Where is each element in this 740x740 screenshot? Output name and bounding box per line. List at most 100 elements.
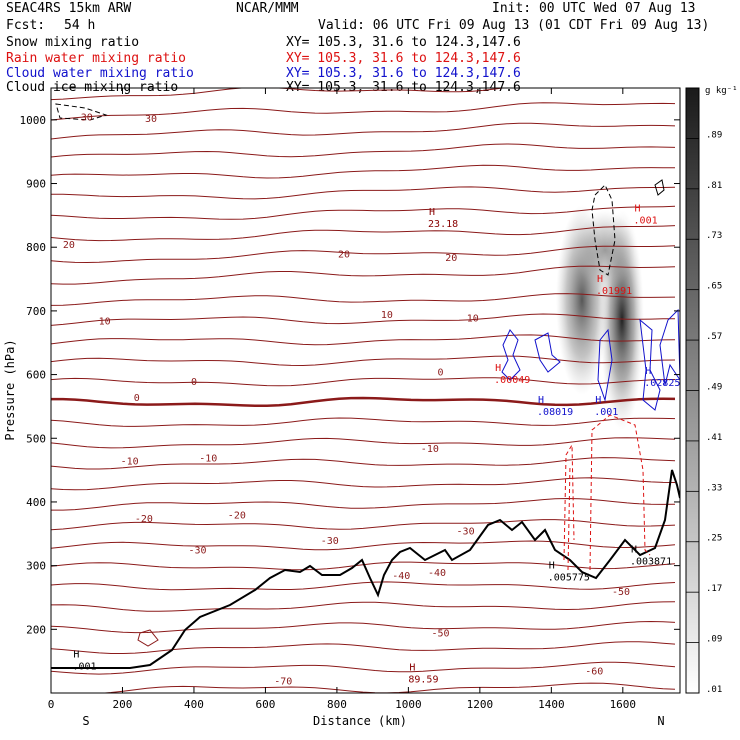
colorbar-label: .09 xyxy=(706,635,722,645)
isotherm-line xyxy=(51,581,676,591)
isotherm-line xyxy=(51,334,676,346)
y-axis-label: Pressure (hPa) xyxy=(3,339,17,440)
maximum-marker: H xyxy=(645,366,651,377)
isotherm-line xyxy=(51,417,676,427)
isotherm-line xyxy=(51,620,676,634)
maximum-value: .003871 xyxy=(630,556,672,567)
colorbar-label: .17 xyxy=(706,584,722,594)
y-tick-label: 300 xyxy=(26,560,46,573)
isotherm-line xyxy=(51,122,676,140)
temperature-label: -60 xyxy=(585,667,603,678)
x-tick-label: 1400 xyxy=(538,698,565,711)
temperature-label: -10 xyxy=(121,457,139,468)
x-tick-label: 0 xyxy=(48,698,55,711)
field-xy-snow: XY= 105.3, 31.6 to 124.3,147.6 xyxy=(286,35,521,50)
y-tick-label: 1000 xyxy=(20,114,47,127)
cloud-ice-shading xyxy=(556,205,644,430)
isotherm-line xyxy=(51,88,507,101)
isotherm-line xyxy=(51,540,676,551)
temperature-label: -50 xyxy=(432,629,450,640)
rain-water-contours xyxy=(563,414,651,571)
temperature-label: 20 xyxy=(338,250,350,261)
maximum-value: .00049 xyxy=(494,375,530,386)
isotherm-line xyxy=(51,143,676,158)
maximum-marker: H xyxy=(635,204,641,215)
temperature-label: -30 xyxy=(188,546,206,557)
temperature-label: -30 xyxy=(457,527,475,538)
forecast-hours: 54 h xyxy=(64,18,96,33)
isotherm-line xyxy=(51,245,676,264)
ice-blob-top xyxy=(575,210,635,290)
temperature-contours xyxy=(51,88,676,693)
isotherm-line xyxy=(51,186,676,200)
colorbar-label: .33 xyxy=(706,483,722,493)
isotherm-line xyxy=(51,102,676,121)
colorbar-unit: g kg⁻¹ xyxy=(705,86,738,96)
maximum-value: .005775 xyxy=(548,572,590,583)
maximum-marker: H xyxy=(409,662,415,673)
small-temp-contour xyxy=(137,629,159,647)
isotherm-line xyxy=(51,293,676,306)
maximum-marker: H xyxy=(595,395,601,406)
maxima-labels: H.001 H89.59H.005775H.003871H.08019H.001H… xyxy=(72,204,680,686)
x-start-label: S xyxy=(82,714,89,728)
temperature-labels: -70 -60 -50 -50 -40 -40 -30 -30 -30 -20 -20 -10 -10 -… xyxy=(63,113,630,688)
isotherm-line xyxy=(51,661,676,675)
org-label: NCAR/MMM xyxy=(236,1,299,16)
temperature-label: -10 xyxy=(199,453,217,464)
field-name-snow: Snow mixing ratio xyxy=(6,35,140,50)
temperature-label: 0 xyxy=(191,377,197,388)
isotherm-line xyxy=(51,497,676,511)
temperature-label: 0 xyxy=(134,393,140,404)
colorbar-label: .65 xyxy=(706,282,722,292)
x-tick-label: 600 xyxy=(255,698,275,711)
colorbar-label: .49 xyxy=(706,382,722,392)
isotherm-line xyxy=(51,519,676,531)
maximum-value: .02825 xyxy=(644,378,680,389)
colorbar-label: .01 xyxy=(706,685,722,695)
isotherm-line xyxy=(51,377,676,387)
isotherm-line xyxy=(51,205,676,220)
colorbar-label: .89 xyxy=(706,130,722,140)
maximum-value: .001 xyxy=(634,216,658,227)
maximum-marker: H xyxy=(631,544,637,555)
temperature-label: -50 xyxy=(612,587,630,598)
isotherm-line xyxy=(51,265,676,285)
ice-snow-contours xyxy=(55,103,616,276)
model-title: SEAC4RS 15km ARW xyxy=(6,1,132,16)
temperature-label: 20 xyxy=(63,240,75,251)
x-tick-label: 1200 xyxy=(467,698,494,711)
y-tick-label: 900 xyxy=(26,178,46,191)
isotherm-line xyxy=(51,682,676,693)
maximum-value: .08019 xyxy=(537,407,573,418)
temperature-label: 10 xyxy=(99,316,111,327)
maximum-value: .01991 xyxy=(596,286,632,297)
colorbar-label: .41 xyxy=(706,433,722,443)
plot-frame xyxy=(50,87,681,694)
y-tick-label: 200 xyxy=(26,623,46,636)
temperature-label: -40 xyxy=(428,568,446,579)
maximum-value: .001 xyxy=(72,662,96,673)
maximum-marker: H xyxy=(549,560,555,571)
temperature-label: -10 xyxy=(421,444,439,455)
ice-small-contour xyxy=(654,179,665,196)
isotherm-line xyxy=(51,355,676,367)
field-xy-rain: XY= 105.3, 31.6 to 124.3,147.6 xyxy=(286,51,521,66)
init-time: Init: 00 UTC Wed 07 Aug 13 xyxy=(492,1,696,16)
y-tick-label: 500 xyxy=(26,432,46,445)
field-name-rain: Rain water mixing ratio xyxy=(6,51,187,66)
isotherm-line xyxy=(51,477,676,491)
y-tick-label: 800 xyxy=(26,241,46,254)
isotherm-line xyxy=(51,225,676,242)
maximum-marker: H xyxy=(429,207,435,218)
temperature-label: -20 xyxy=(135,514,153,525)
x-tick-label: 400 xyxy=(184,698,204,711)
terrain-line xyxy=(51,469,680,669)
x-tick-label: 200 xyxy=(113,698,133,711)
colorbar-label: .25 xyxy=(706,534,722,544)
field-xy-cloud-water: XY= 105.3, 31.6 to 124.3,147.6 xyxy=(286,66,521,81)
x-tick-label: 1600 xyxy=(610,698,637,711)
isotherm-line xyxy=(51,437,676,449)
field-name-cloud-water: Cloud water mixing ratio xyxy=(6,66,194,81)
